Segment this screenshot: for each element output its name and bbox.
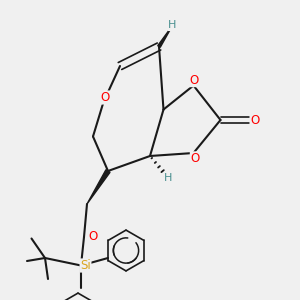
Text: O: O <box>189 74 198 87</box>
Polygon shape <box>87 170 110 204</box>
Text: O: O <box>88 230 98 244</box>
Text: Si: Si <box>80 259 91 272</box>
Text: O: O <box>190 152 200 165</box>
Text: O: O <box>100 91 109 104</box>
Text: H: H <box>168 20 177 31</box>
Text: O: O <box>250 113 260 127</box>
Polygon shape <box>158 26 172 47</box>
Text: H: H <box>164 172 172 183</box>
